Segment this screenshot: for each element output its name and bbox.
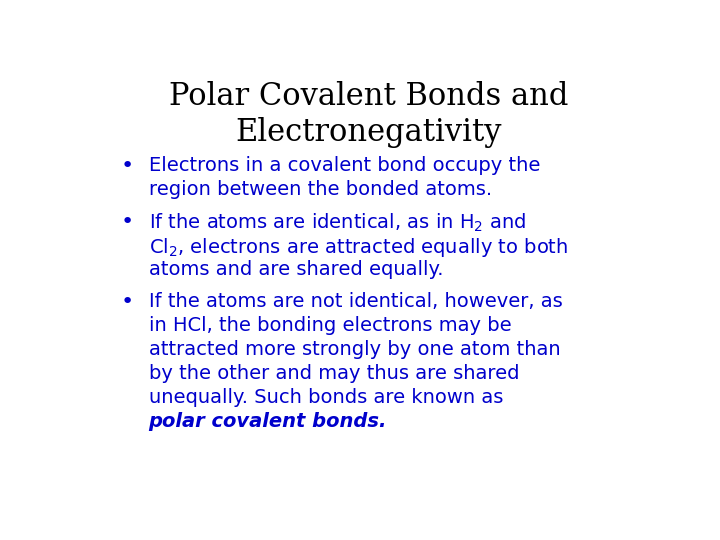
Text: Polar Covalent Bonds and: Polar Covalent Bonds and [169, 82, 569, 112]
Text: •: • [121, 292, 134, 312]
Text: region between the bonded atoms.: region between the bonded atoms. [148, 180, 492, 199]
Text: by the other and may thus are shared: by the other and may thus are shared [148, 364, 519, 383]
Text: •: • [121, 156, 134, 176]
Text: Electrons in a covalent bond occupy the: Electrons in a covalent bond occupy the [148, 156, 540, 176]
Text: •: • [121, 212, 134, 232]
Text: in HCl, the bonding electrons may be: in HCl, the bonding electrons may be [148, 316, 511, 335]
Text: If the atoms are not identical, however, as: If the atoms are not identical, however,… [148, 292, 562, 311]
Text: Electronegativity: Electronegativity [235, 117, 503, 148]
Text: polar covalent bonds.: polar covalent bonds. [148, 413, 387, 431]
Text: atoms and are shared equally.: atoms and are shared equally. [148, 260, 443, 279]
Text: If the atoms are identical, as in H$_2$ and: If the atoms are identical, as in H$_2$ … [148, 212, 526, 234]
Text: attracted more strongly by one atom than: attracted more strongly by one atom than [148, 340, 560, 359]
Text: unequally. Such bonds are known as: unequally. Such bonds are known as [148, 388, 503, 407]
Text: Cl$_2$, electrons are attracted equally to both: Cl$_2$, electrons are attracted equally … [148, 236, 568, 259]
